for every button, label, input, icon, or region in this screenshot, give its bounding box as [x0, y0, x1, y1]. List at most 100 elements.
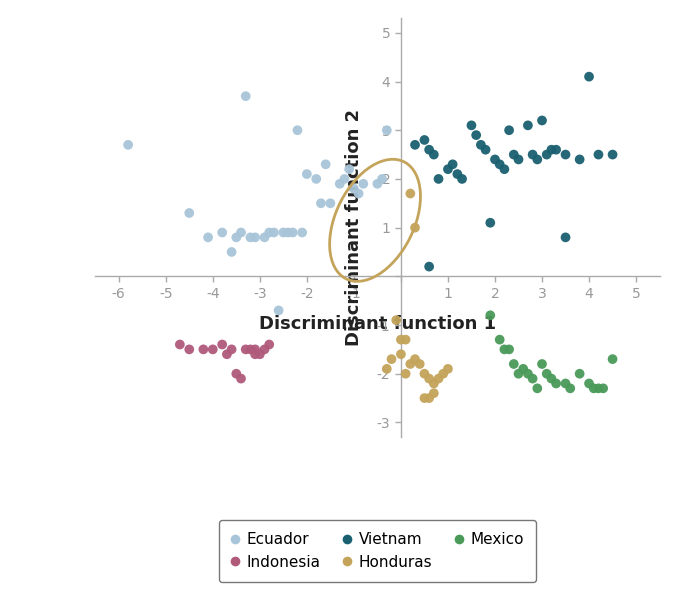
Point: [400, 335, 411, 345]
Point: [278, 228, 289, 237]
Point: [428, 379, 439, 388]
Point: [339, 174, 350, 184]
Point: [433, 374, 444, 384]
Point: [207, 345, 218, 354]
Point: [509, 359, 520, 369]
Point: [499, 164, 510, 174]
Point: [485, 310, 496, 320]
Point: [560, 150, 571, 160]
Point: [565, 384, 576, 393]
Point: [316, 198, 326, 208]
Point: [456, 174, 467, 184]
Point: [424, 393, 435, 403]
Point: [400, 369, 411, 379]
Point: [527, 150, 538, 160]
Point: [428, 150, 439, 160]
Point: [532, 155, 543, 164]
Point: [217, 340, 228, 350]
Point: [391, 315, 402, 325]
Point: [414, 359, 425, 369]
Point: [231, 369, 241, 379]
Point: [480, 145, 491, 155]
Point: [428, 388, 439, 398]
Point: [494, 335, 505, 345]
Point: [447, 160, 458, 169]
Point: [325, 198, 336, 208]
Point: [235, 228, 246, 237]
Point: [377, 174, 388, 184]
Point: [424, 374, 435, 384]
Point: [424, 145, 435, 155]
Point: [287, 228, 298, 237]
Point: [348, 184, 359, 194]
Point: [513, 155, 524, 164]
Point: [499, 345, 510, 354]
Point: [409, 140, 420, 150]
Point: [607, 354, 618, 364]
Point: [122, 140, 133, 150]
Point: [527, 374, 538, 384]
Point: [259, 345, 270, 354]
Point: [320, 160, 331, 169]
Point: [254, 350, 265, 359]
Point: [551, 379, 562, 388]
Point: [353, 189, 364, 198]
Point: [551, 145, 562, 155]
Point: [409, 223, 420, 232]
Point: [240, 345, 251, 354]
Point: [532, 384, 543, 393]
Point: [381, 126, 392, 135]
Point: [358, 179, 369, 189]
Point: [396, 350, 407, 359]
Point: [509, 150, 520, 160]
Point: [517, 364, 528, 374]
Point: [419, 369, 430, 379]
Point: [504, 126, 515, 135]
Point: [443, 164, 454, 174]
Point: [184, 208, 194, 218]
Legend: Ecuador, Indonesia, Vietnam, Honduras, Mexico: Ecuador, Indonesia, Vietnam, Honduras, M…: [219, 520, 536, 582]
Point: [452, 169, 463, 179]
Point: [226, 345, 237, 354]
Point: [419, 393, 430, 403]
Point: [311, 174, 322, 184]
Point: [513, 369, 524, 379]
Point: [343, 164, 355, 174]
Point: [574, 155, 585, 164]
Point: [405, 359, 415, 369]
Point: [283, 228, 294, 237]
Point: [226, 247, 237, 257]
Point: [250, 350, 260, 359]
Point: [593, 150, 604, 160]
Point: [583, 72, 594, 81]
Point: [335, 179, 345, 189]
Point: [490, 155, 500, 164]
Point: [424, 262, 435, 271]
Point: [546, 374, 557, 384]
Point: [485, 218, 496, 228]
Y-axis label: Discriminant function 2: Discriminant function 2: [345, 109, 363, 346]
Point: [250, 232, 260, 242]
Point: [443, 364, 454, 374]
Point: [475, 140, 486, 150]
Point: [560, 232, 571, 242]
Point: [174, 340, 185, 350]
Point: [198, 345, 209, 354]
Point: [466, 121, 477, 131]
Point: [593, 384, 604, 393]
Point: [438, 369, 449, 379]
Point: [607, 150, 618, 160]
Point: [560, 379, 571, 388]
Point: [471, 131, 481, 140]
Point: [537, 359, 547, 369]
Point: [541, 369, 552, 379]
Point: [504, 345, 515, 354]
Point: [396, 335, 407, 345]
X-axis label: Discriminant function 1: Discriminant function 1: [259, 314, 496, 333]
Point: [522, 369, 533, 379]
Point: [598, 384, 609, 393]
Point: [522, 121, 533, 131]
Point: [231, 232, 241, 242]
Point: [537, 115, 547, 125]
Point: [184, 345, 194, 354]
